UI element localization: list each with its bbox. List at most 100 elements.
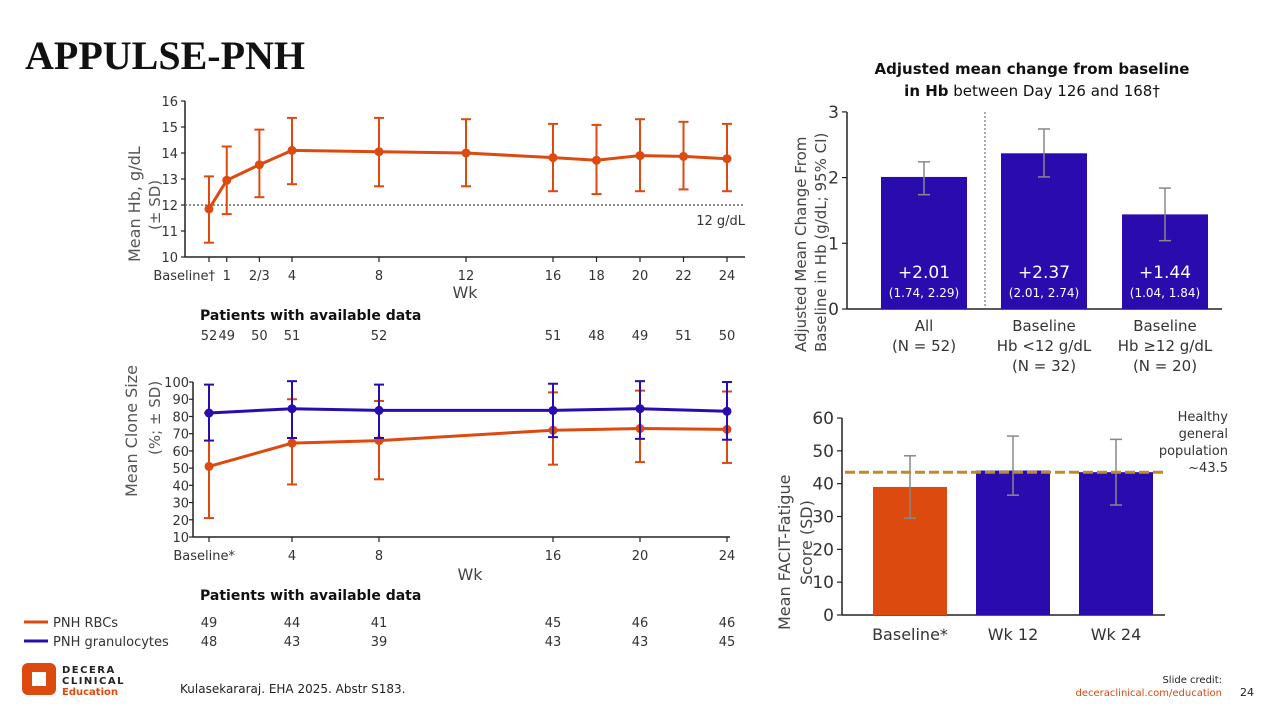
x-category-label: (N = 32): [1012, 357, 1076, 375]
x-tick-label: 20: [632, 549, 649, 564]
y-tick-label: 80: [172, 410, 189, 425]
y-axis-title-2: Score (SD): [797, 500, 816, 585]
data-point: [374, 147, 384, 157]
n-value: 45: [545, 616, 562, 631]
decera-logo: DECERA CLINICAL Education: [22, 663, 123, 699]
y-tick-label: 0: [823, 606, 834, 626]
y-tick-label: 2: [828, 169, 839, 189]
n-value: 52: [201, 329, 218, 344]
bar-ci-label: (2.01, 2.74): [1009, 286, 1079, 300]
chart-title: Adjusted mean change from baseline: [875, 60, 1190, 78]
y-tick-label: 60: [172, 445, 189, 460]
x-tick-label: 16: [545, 269, 562, 284]
data-point: [461, 148, 471, 158]
data-point: [722, 406, 732, 416]
x-tick-label: 4: [288, 269, 296, 284]
data-point: [722, 154, 732, 164]
n-title: Patients with available data: [200, 588, 421, 604]
y-tick-label: 16: [161, 95, 178, 110]
slide-credit: Slide credit: deceraclinical.com/educati…: [1076, 674, 1223, 700]
n-value: 46: [632, 616, 649, 631]
n-value: 50: [251, 329, 268, 344]
y-tick-label: 15: [161, 121, 178, 136]
n-value: 43: [284, 635, 301, 650]
data-point: [548, 153, 558, 163]
y-tick-label: 13: [161, 173, 178, 188]
y-tick-label: 30: [172, 497, 189, 512]
y-axis-title: Mean Hb, g/dL: [125, 146, 144, 262]
x-tick-label: 16: [545, 549, 562, 564]
data-point: [287, 404, 297, 414]
chart-title-2: in Hb between Day 126 and 168†: [904, 82, 1160, 100]
credit-label: Slide credit:: [1162, 675, 1222, 686]
logo-line3: Education: [62, 687, 118, 698]
data-point: [374, 405, 384, 415]
n-value: 44: [284, 616, 301, 631]
reference-label: Healthy: [1178, 410, 1229, 425]
n-value: 50: [719, 329, 736, 344]
x-category-label: Baseline: [1133, 317, 1197, 335]
data-point: [222, 175, 232, 185]
n-value: 49: [218, 329, 235, 344]
logo-line2: CLINICAL: [62, 676, 125, 687]
reference-label: population: [1159, 444, 1228, 459]
n-value: 51: [545, 329, 562, 344]
x-tick-label: 2/3: [249, 269, 270, 284]
credit-link[interactable]: deceraclinical.com/education: [1075, 688, 1223, 699]
bar-ci-label: (1.74, 2.29): [889, 286, 959, 300]
y-tick-label: 30: [812, 508, 834, 528]
y-tick-label: 50: [172, 462, 189, 477]
reference-label: 12 g/dL: [696, 214, 746, 229]
x-category-label: Hb <12 g/dL: [997, 337, 1092, 355]
y-tick-label: 10: [161, 251, 178, 266]
data-point: [204, 204, 214, 214]
y-tick-label: 20: [812, 540, 834, 560]
y-tick-label: 14: [161, 147, 178, 162]
y-tick-label: 0: [828, 300, 839, 320]
x-category-label: (N = 52): [892, 337, 956, 355]
x-tick-label: 20: [632, 269, 649, 284]
y-axis-title: Mean Clone Size: [122, 365, 141, 497]
data-point: [548, 405, 558, 415]
series-line-orange: [208, 427, 728, 468]
x-category-label: Baseline*: [872, 625, 948, 644]
y-tick-label: 40: [172, 479, 189, 494]
data-point: [592, 155, 601, 165]
bar-value-label: +2.01: [898, 263, 950, 283]
citation: Kulasekararaj. EHA 2025. Abstr S183.: [180, 682, 406, 696]
y-tick-label: 50: [812, 442, 834, 462]
x-category-label: Wk 12: [988, 625, 1039, 644]
data-point: [254, 160, 264, 170]
n-value: 51: [284, 329, 301, 344]
x-tick-label: 8: [375, 269, 383, 284]
n-value: 43: [632, 635, 649, 650]
n-value: 49: [201, 616, 218, 631]
x-tick-label: 18: [588, 269, 605, 284]
x-axis-title: Wk: [457, 565, 483, 584]
x-category-label: Hb ≥12 g/dL: [1118, 337, 1213, 355]
y-tick-label: 11: [161, 225, 178, 240]
bar-value-label: +2.37: [1018, 263, 1070, 283]
x-category-label: Baseline: [1012, 317, 1076, 335]
reference-label: general: [1179, 427, 1228, 442]
legend-label: PNH granulocytes: [53, 635, 169, 650]
hb-series-line: [207, 148, 728, 210]
x-tick-label: Baseline*: [173, 549, 235, 564]
series-line-blue: [208, 407, 728, 415]
x-category-label: All: [915, 317, 934, 335]
y-tick-label: 12: [161, 199, 178, 214]
data-point: [204, 408, 214, 418]
data-point: [204, 461, 214, 471]
bar-value-label: +1.44: [1139, 263, 1191, 283]
n-title: Patients with available data: [200, 308, 421, 324]
n-value: 41: [371, 616, 388, 631]
x-tick-label: 24: [719, 269, 736, 284]
y-tick-label: 1: [828, 234, 839, 254]
x-category-label: Wk 24: [1091, 625, 1142, 644]
y-axis-title: Mean FACIT-Fatigue: [775, 475, 794, 630]
n-value: 52: [371, 329, 388, 344]
logo-mark-icon: [22, 663, 56, 695]
x-tick-label: 4: [288, 549, 296, 564]
n-value: 39: [371, 635, 388, 650]
